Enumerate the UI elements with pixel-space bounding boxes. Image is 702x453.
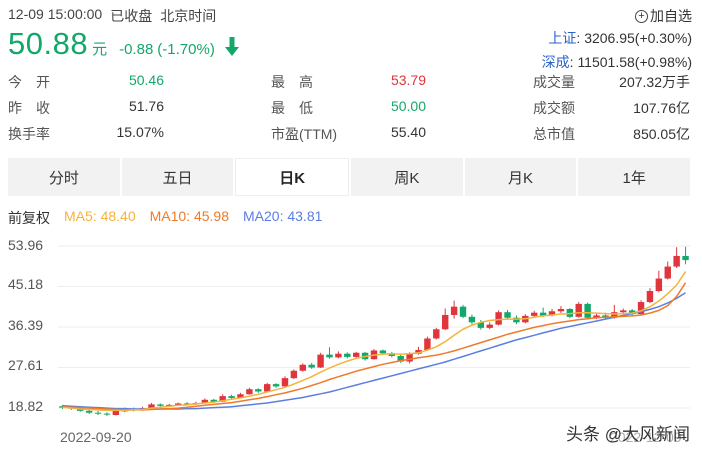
tab-daily-k[interactable]: 日K bbox=[235, 158, 350, 196]
ma10-line bbox=[62, 282, 687, 411]
x-tick-label: 2022-09-20 bbox=[60, 429, 132, 445]
amount-value: 107.76亿 bbox=[633, 100, 690, 116]
tab-one-year[interactable]: 1年 bbox=[578, 158, 691, 196]
price-change: -0.88 bbox=[119, 41, 154, 58]
current-price: 50.88 bbox=[8, 26, 89, 61]
candle bbox=[459, 304, 467, 319]
candle bbox=[584, 302, 591, 320]
low-value: 50.00 bbox=[390, 98, 426, 114]
ma5-legend: MA5: 48.40 bbox=[64, 208, 136, 224]
prev-close-value: 51.76 bbox=[128, 98, 164, 114]
open-label: 今 开 bbox=[8, 74, 50, 90]
candle bbox=[317, 352, 324, 368]
candle bbox=[94, 410, 102, 416]
candle bbox=[673, 247, 680, 268]
y-tick-label: 27.61 bbox=[8, 357, 44, 373]
y-tick-label: 45.18 bbox=[8, 276, 44, 292]
plus-icon: + bbox=[635, 9, 648, 23]
candle bbox=[326, 347, 333, 359]
index-shanghai-name: 上证 bbox=[548, 30, 577, 46]
candle bbox=[299, 363, 306, 372]
tab-monthly-k[interactable]: 月K bbox=[464, 158, 577, 196]
y-tick-label: 18.82 bbox=[8, 398, 44, 414]
low-label: 最 低 bbox=[271, 100, 313, 116]
candle bbox=[255, 388, 262, 393]
adjust-mode-label[interactable]: 前复权 bbox=[8, 210, 50, 226]
index-shanghai-value: 3206.95(+0.30%) bbox=[584, 30, 692, 46]
candle bbox=[504, 309, 511, 320]
ma10-legend: MA10: 45.98 bbox=[149, 208, 229, 224]
tab-weekly-k[interactable]: 周K bbox=[351, 158, 463, 196]
market-status-label: 已收盘 bbox=[110, 8, 153, 24]
candle bbox=[433, 327, 440, 340]
y-tick-label: 36.39 bbox=[8, 317, 44, 333]
volume-label: 成交量 bbox=[533, 74, 575, 90]
pe-label: 市盈(TTM) bbox=[271, 126, 338, 142]
open-value: 50.46 bbox=[128, 72, 164, 88]
candle bbox=[281, 376, 289, 387]
candle bbox=[59, 404, 66, 410]
candle bbox=[655, 270, 663, 293]
index-shanghai[interactable]: 上证: 3206.95(+0.30%) bbox=[548, 30, 692, 46]
candle bbox=[335, 351, 342, 359]
turnover-value: 15.07% bbox=[116, 124, 164, 140]
candle bbox=[397, 354, 404, 363]
tab-intraday[interactable]: 分时 bbox=[8, 158, 120, 196]
add-watchlist-button[interactable]: + 加自选 bbox=[635, 6, 692, 26]
ma-legend: 前复权 MA5: 48.40 MA10: 45.98 MA20: 43.81 bbox=[8, 208, 322, 228]
candle bbox=[575, 302, 582, 318]
ma5-line bbox=[62, 271, 687, 412]
candle bbox=[308, 362, 315, 369]
candle bbox=[263, 382, 271, 392]
price-unit: 元 bbox=[92, 41, 108, 58]
candle bbox=[682, 246, 689, 265]
amount-label: 成交额 bbox=[533, 100, 575, 116]
candle bbox=[388, 351, 396, 358]
candle bbox=[246, 387, 253, 395]
index-shenzhen-value: 11501.58(+0.98%) bbox=[577, 54, 692, 70]
candle bbox=[664, 261, 671, 280]
price-row: 50.88 元 -0.88 (-1.70%) bbox=[8, 26, 239, 62]
high-label: 最 高 bbox=[271, 74, 313, 90]
datetime-label: 12-09 15:00:00 bbox=[8, 6, 103, 22]
candle bbox=[495, 310, 502, 326]
candle bbox=[344, 352, 351, 359]
candle bbox=[352, 351, 360, 358]
y-tick-label: 53.96 bbox=[8, 237, 44, 253]
candle bbox=[646, 288, 654, 303]
candle bbox=[468, 314, 476, 325]
prev-close-label: 昨 收 bbox=[8, 100, 50, 116]
timezone-label: 北京时间 bbox=[160, 8, 217, 24]
down-arrow-icon bbox=[224, 37, 239, 56]
volume-value: 207.32万手 bbox=[619, 74, 690, 90]
candle bbox=[290, 369, 298, 380]
candle bbox=[424, 336, 431, 351]
candle bbox=[637, 300, 645, 315]
index-shenzhen-name: 深成 bbox=[541, 54, 570, 70]
ma20-legend: MA20: 43.81 bbox=[243, 208, 323, 224]
high-value: 53.79 bbox=[390, 72, 426, 88]
candle bbox=[272, 383, 280, 388]
candle bbox=[486, 322, 493, 330]
candle bbox=[103, 412, 111, 416]
tab-five-day[interactable]: 五日 bbox=[121, 158, 234, 196]
period-tabs: 分时 五日 日K 周K 月K 1年 bbox=[8, 158, 691, 196]
market-cap-value: 850.05亿 bbox=[633, 126, 690, 142]
index-shenzhen[interactable]: 深成: 11501.58(+0.98%) bbox=[541, 54, 692, 70]
price-change-pct: (-1.70%) bbox=[157, 41, 215, 58]
x-tick-label: 2022-12-09 bbox=[610, 429, 682, 445]
add-watchlist-label: 加自选 bbox=[650, 8, 692, 24]
watermark-label: 头条 @大风新闻 bbox=[566, 425, 690, 444]
candle bbox=[557, 306, 565, 314]
quote-header: 12-09 15:00:00 已收盘 北京时间 bbox=[8, 6, 216, 26]
candle bbox=[450, 300, 458, 319]
kline-chart[interactable] bbox=[0, 228, 702, 428]
candle bbox=[228, 394, 235, 399]
candle bbox=[531, 310, 538, 318]
turnover-label: 换手率 bbox=[8, 126, 50, 142]
pe-value: 55.40 bbox=[390, 124, 426, 140]
market-cap-label: 总市值 bbox=[533, 126, 575, 142]
candle bbox=[442, 308, 449, 331]
